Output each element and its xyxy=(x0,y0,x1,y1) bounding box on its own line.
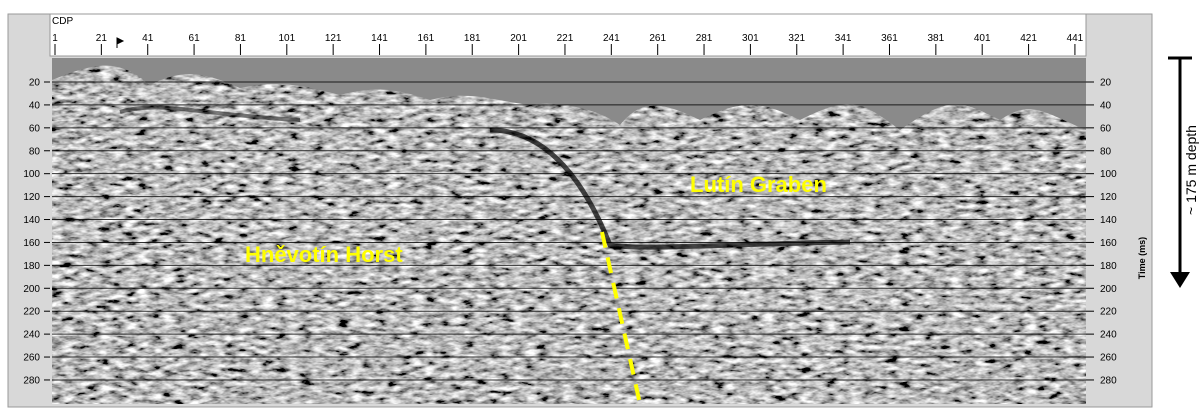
depth-arrow-head xyxy=(1170,272,1190,288)
time-tick-label-right: 140 xyxy=(1100,215,1117,226)
time-tick-label-right: 160 xyxy=(1100,238,1117,249)
time-tick-label-left: 100 xyxy=(23,169,40,180)
time-tick-label-right: 280 xyxy=(1100,375,1117,386)
time-tick-label-left: 80 xyxy=(29,146,41,157)
time-tick-label-left: 60 xyxy=(29,123,41,134)
reflector xyxy=(489,127,851,250)
time-tick-label-left: 260 xyxy=(23,353,40,364)
cdp-tick-label: 261 xyxy=(649,33,666,44)
cdp-tick-label: 181 xyxy=(464,33,481,44)
cdp-tick-label: 61 xyxy=(189,33,201,44)
time-tick-label-left: 40 xyxy=(29,100,41,111)
cdp-tick-label: 141 xyxy=(371,33,388,44)
time-axis-label: Time (ms) xyxy=(1137,237,1147,279)
cdp-tick-label: 101 xyxy=(278,33,295,44)
reflector xyxy=(119,105,301,122)
cdp-tick-label: 201 xyxy=(510,33,527,44)
flag-marker xyxy=(116,37,125,48)
time-tick-label-left: 220 xyxy=(23,307,40,318)
time-tick-label-right: 180 xyxy=(1100,261,1117,272)
fault-line xyxy=(600,231,642,405)
time-tick-label-left: 160 xyxy=(23,238,40,249)
cdp-header xyxy=(49,13,1087,57)
time-tick-label-right: 40 xyxy=(1100,100,1112,111)
cdp-tick-label: 321 xyxy=(788,33,805,44)
time-tick-label-left: 180 xyxy=(23,261,40,272)
time-tick-label-right: 80 xyxy=(1100,146,1112,157)
mute-zone xyxy=(52,58,1086,130)
time-tick-label-right: 120 xyxy=(1100,192,1117,203)
horst-label: Hněvotín Horst xyxy=(245,242,403,267)
time-tick-label-right: 100 xyxy=(1100,169,1117,180)
cdp-tick-label: 41 xyxy=(142,33,154,44)
cdp-tick-label: 221 xyxy=(557,33,574,44)
time-tick-label-right: 200 xyxy=(1100,284,1117,295)
cdp-axis-label: CDP xyxy=(52,16,73,27)
time-tick-label-right: 240 xyxy=(1100,330,1117,341)
time-tick-label-left: 240 xyxy=(23,330,40,341)
depth-label: ~ 175 m depth xyxy=(1183,125,1199,215)
graben-label: Lutín Graben xyxy=(690,172,827,197)
cdp-tick-label: 241 xyxy=(603,33,620,44)
time-tick-label-left: 200 xyxy=(23,284,40,295)
cdp-tick-label: 161 xyxy=(418,33,435,44)
time-tick-label-right: 20 xyxy=(1100,78,1112,89)
time-tick-label-right: 220 xyxy=(1100,307,1117,318)
time-tick-label-left: 280 xyxy=(23,375,40,386)
cdp-tick-label: 401 xyxy=(974,33,991,44)
cdp-tick-label: 441 xyxy=(1067,33,1084,44)
cdp-tick-label: 1 xyxy=(52,33,58,44)
time-tick-label-left: 20 xyxy=(29,78,41,89)
time-tick-label-right: 60 xyxy=(1100,123,1112,134)
cdp-tick-label: 341 xyxy=(835,33,852,44)
cdp-tick-label: 421 xyxy=(1020,33,1037,44)
cdp-tick-label: 381 xyxy=(927,33,944,44)
cdp-tick-label: 21 xyxy=(96,33,108,44)
time-tick-label-right: 260 xyxy=(1100,353,1117,364)
cdp-tick-label: 81 xyxy=(235,33,247,44)
cdp-tick-label: 361 xyxy=(881,33,898,44)
cdp-tick-label: 301 xyxy=(742,33,759,44)
time-tick-label-left: 140 xyxy=(23,215,40,226)
grid xyxy=(52,81,1086,381)
time-tick-label-left: 120 xyxy=(23,192,40,203)
cdp-tick-label: 121 xyxy=(325,33,342,44)
cdp-tick-label: 281 xyxy=(696,33,713,44)
